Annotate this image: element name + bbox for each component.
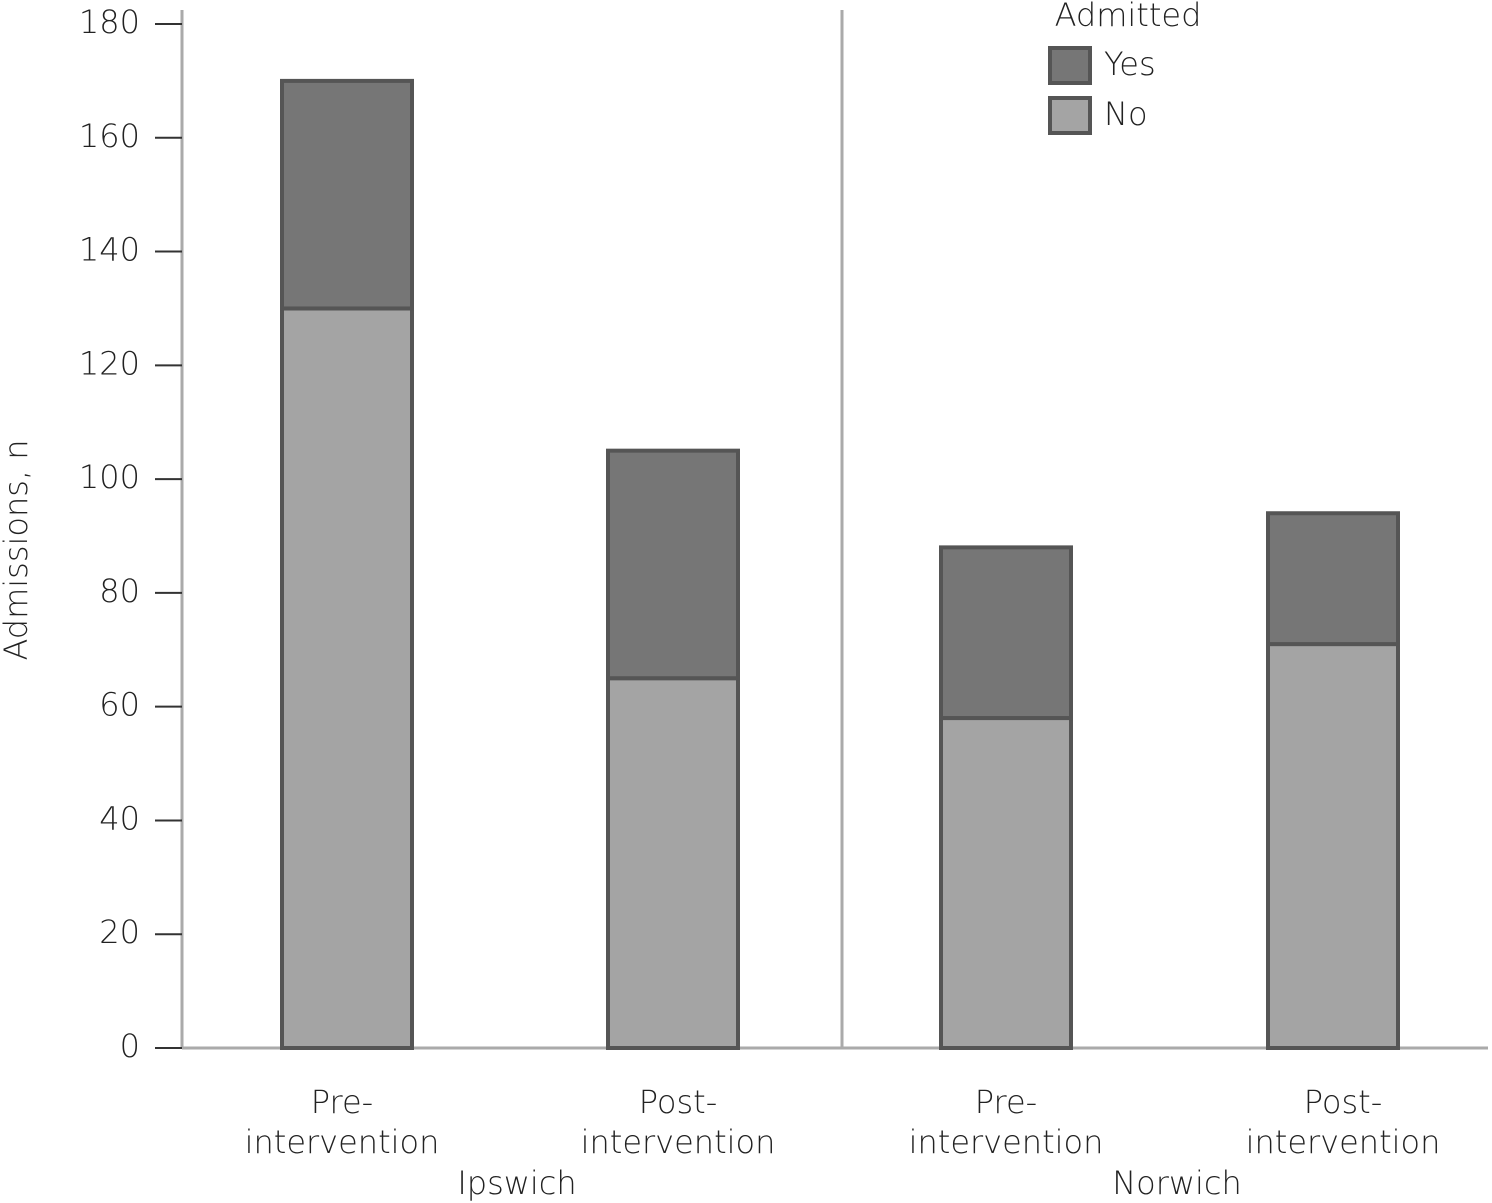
y-tick-label: 180 xyxy=(79,3,140,41)
y-axis-label: Admissions, n xyxy=(0,439,35,660)
y-tick-label: 40 xyxy=(99,799,140,837)
bar-segment xyxy=(939,716,1073,1050)
bar-segment xyxy=(606,676,740,1050)
bar-segment xyxy=(280,78,414,311)
x-tick-label: Pre- intervention xyxy=(244,1083,440,1161)
x-tick-label: Post- intervention xyxy=(580,1083,776,1161)
legend-swatch xyxy=(1048,96,1092,135)
legend-label: No xyxy=(1104,95,1148,133)
y-tick-label: 160 xyxy=(79,117,140,155)
x-tick-label: Post- intervention xyxy=(1245,1083,1441,1161)
y-tick-label: 120 xyxy=(79,344,140,382)
y-tick-label: 80 xyxy=(99,572,140,610)
legend-label: Yes xyxy=(1104,45,1156,83)
y-tick-label: 100 xyxy=(79,458,140,496)
group-label: Ipswich xyxy=(457,1164,577,1202)
y-tick-label: 60 xyxy=(99,686,140,724)
bar-segment xyxy=(939,545,1073,721)
bar-segment xyxy=(1266,511,1400,647)
bar-segment xyxy=(280,306,414,1050)
y-tick-label: 0 xyxy=(120,1027,140,1065)
bar-segment xyxy=(1266,642,1400,1050)
y-tick-label: 20 xyxy=(99,913,140,951)
bar-segment xyxy=(606,448,740,681)
group-label: Norwich xyxy=(1112,1164,1242,1202)
legend-title: Admitted xyxy=(1055,0,1202,34)
legend-swatch xyxy=(1048,46,1092,85)
y-tick-label: 140 xyxy=(79,231,140,269)
x-tick-label: Pre- intervention xyxy=(908,1083,1104,1161)
